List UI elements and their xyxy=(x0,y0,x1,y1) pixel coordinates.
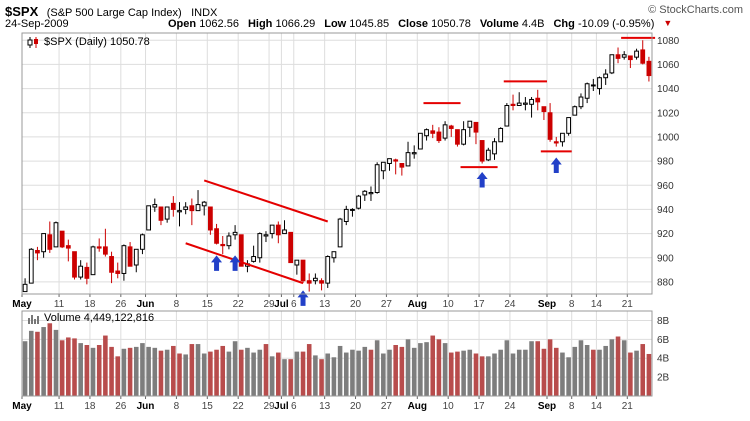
quote-date: 24-Sep-2009 xyxy=(5,18,69,30)
svg-text:Jul: Jul xyxy=(274,401,289,412)
svg-text:Jul: Jul xyxy=(274,299,289,310)
svg-text:Jun: Jun xyxy=(137,401,155,412)
svg-text:10: 10 xyxy=(443,401,455,412)
svg-text:4B: 4B xyxy=(657,354,670,365)
svg-text:17: 17 xyxy=(473,401,485,412)
quote-volume: Volume 4.4B xyxy=(479,18,545,30)
stockcharts-credit: © StockCharts.com xyxy=(648,4,743,16)
svg-text:24: 24 xyxy=(504,299,516,310)
quote-high: High 1066.29 xyxy=(247,18,316,30)
volume-bars-icon xyxy=(28,314,39,324)
candlestick-icon xyxy=(27,36,38,48)
svg-text:880: 880 xyxy=(657,277,674,288)
svg-text:8B: 8B xyxy=(657,316,670,327)
svg-text:May: May xyxy=(12,299,32,310)
svg-text:29: 29 xyxy=(263,401,275,412)
svg-text:18: 18 xyxy=(84,401,96,412)
svg-text:1020: 1020 xyxy=(657,108,680,119)
quote-low: Low 1045.85 xyxy=(324,18,390,30)
symbol-name: (S&P 500 Large Cap Index) xyxy=(46,7,182,19)
quote-line: 24-Sep-2009 Open 1062.56 High 1066.29 Low 1… xyxy=(5,18,672,30)
svg-text:900: 900 xyxy=(657,253,674,264)
svg-text:26: 26 xyxy=(115,401,127,412)
svg-text:11: 11 xyxy=(54,401,65,412)
svg-text:18: 18 xyxy=(84,299,96,310)
svg-text:27: 27 xyxy=(381,401,393,412)
svg-text:1080: 1080 xyxy=(657,36,680,47)
svg-text:8: 8 xyxy=(174,299,180,310)
exchange-label: INDX xyxy=(191,7,218,19)
svg-text:21: 21 xyxy=(622,299,634,310)
svg-text:920: 920 xyxy=(657,229,674,240)
svg-text:21: 21 xyxy=(622,401,634,412)
svg-text:14: 14 xyxy=(591,299,603,310)
svg-text:13: 13 xyxy=(319,401,331,412)
svg-text:8: 8 xyxy=(569,299,575,310)
symbol: $SPX xyxy=(5,4,39,19)
svg-text:20: 20 xyxy=(350,401,362,412)
svg-text:13: 13 xyxy=(319,299,331,310)
change-down-icon: ▼ xyxy=(663,18,673,28)
volume-legend-label: Volume 4,449,122,816 xyxy=(44,312,155,324)
svg-text:1060: 1060 xyxy=(657,60,680,71)
svg-text:Sep: Sep xyxy=(538,299,556,310)
svg-text:8: 8 xyxy=(569,401,575,412)
svg-text:27: 27 xyxy=(381,299,393,310)
svg-text:Aug: Aug xyxy=(408,401,427,412)
svg-text:Sep: Sep xyxy=(538,401,556,412)
svg-text:May: May xyxy=(12,401,32,412)
svg-text:20: 20 xyxy=(350,299,362,310)
quote-close: Close 1050.78 xyxy=(398,18,471,30)
svg-text:6B: 6B xyxy=(657,335,670,346)
svg-text:Aug: Aug xyxy=(408,299,427,310)
svg-text:980: 980 xyxy=(657,157,674,168)
svg-text:940: 940 xyxy=(657,205,674,216)
volume-legend: Volume 4,449,122,816 xyxy=(27,312,154,324)
svg-text:6: 6 xyxy=(291,299,297,310)
svg-text:11: 11 xyxy=(54,299,65,310)
svg-text:Jun: Jun xyxy=(137,299,155,310)
svg-text:15: 15 xyxy=(202,401,214,412)
svg-text:1000: 1000 xyxy=(657,132,680,143)
svg-text:10: 10 xyxy=(443,299,455,310)
svg-text:15: 15 xyxy=(202,299,214,310)
main-chart-legend-label: $SPX (Daily) 1050.78 xyxy=(44,36,150,48)
svg-text:22: 22 xyxy=(233,299,245,310)
quote-change: Chg -10.09 (-0.95%) xyxy=(553,18,655,30)
svg-text:24: 24 xyxy=(504,401,516,412)
svg-text:1040: 1040 xyxy=(657,84,680,95)
chart-header: $SPX (S&P 500 Large Cap Index) INDX © St… xyxy=(5,3,745,19)
svg-text:2B: 2B xyxy=(657,373,670,384)
svg-text:960: 960 xyxy=(657,181,674,192)
svg-text:22: 22 xyxy=(233,401,245,412)
svg-text:8: 8 xyxy=(174,401,180,412)
svg-text:26: 26 xyxy=(115,299,127,310)
svg-text:17: 17 xyxy=(473,299,485,310)
svg-text:14: 14 xyxy=(591,401,603,412)
svg-text:6: 6 xyxy=(291,401,297,412)
quote-open: Open 1062.56 xyxy=(168,18,239,30)
svg-text:29: 29 xyxy=(263,299,275,310)
main-chart-legend: $SPX (Daily) 1050.78 xyxy=(27,36,150,48)
